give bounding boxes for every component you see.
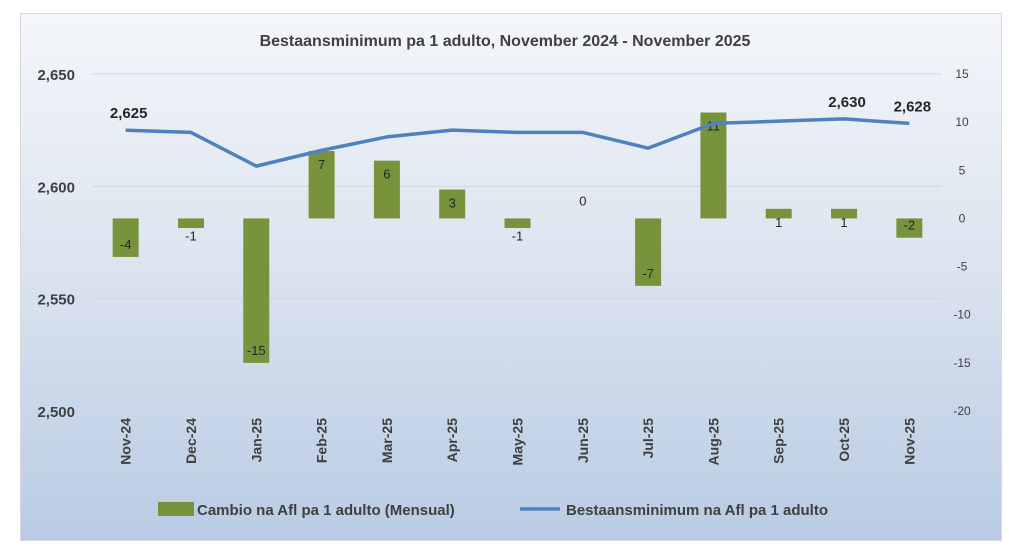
left-tick-label: 2,500 bbox=[37, 404, 75, 421]
x-tick-label: Jan-25 bbox=[248, 418, 264, 463]
x-tick-label: Apr-25 bbox=[444, 418, 460, 463]
x-tick-label: Feb-25 bbox=[314, 418, 330, 463]
bar-data-label: -4 bbox=[120, 237, 132, 252]
bar bbox=[700, 112, 727, 219]
bar bbox=[112, 218, 139, 257]
right-tick-label: 15 bbox=[955, 67, 969, 81]
bar-data-label: 7 bbox=[318, 157, 325, 172]
bar bbox=[373, 160, 400, 219]
bar-data-label: 1 bbox=[775, 215, 782, 230]
x-tick-label: Mar-25 bbox=[379, 418, 395, 463]
left-tick-label: 2,650 bbox=[37, 67, 75, 84]
bar bbox=[896, 218, 923, 238]
bar-data-label: -1 bbox=[185, 228, 197, 243]
bar bbox=[635, 218, 662, 286]
x-tick-label: Nov-25 bbox=[901, 418, 917, 465]
bar bbox=[243, 218, 270, 363]
right-tick-label: 5 bbox=[959, 163, 966, 177]
bar bbox=[177, 218, 204, 229]
chart-title: Bestaansminimum pa 1 adulto, November 20… bbox=[260, 33, 751, 50]
line-data-label: 2,628 bbox=[894, 98, 932, 115]
x-tick-label: Dec-24 bbox=[183, 418, 199, 464]
bar-data-label: -7 bbox=[642, 266, 654, 281]
bar-data-label: 1 bbox=[840, 215, 847, 230]
x-tick-label: Oct-25 bbox=[836, 418, 852, 462]
legend-bar-swatch bbox=[158, 502, 194, 516]
bar bbox=[831, 208, 858, 219]
legend-bar-label: Cambio na Afl pa 1 adulto (Mensual) bbox=[197, 502, 455, 519]
right-tick-label: -15 bbox=[953, 356, 971, 370]
x-tick-label: May-25 bbox=[510, 418, 526, 466]
bar-data-label: -15 bbox=[247, 343, 266, 358]
x-tick-label: Nov-24 bbox=[118, 418, 134, 465]
bar bbox=[308, 151, 335, 219]
right-tick-label: -10 bbox=[953, 308, 971, 322]
bar-data-label: 6 bbox=[383, 167, 390, 182]
x-tick-label: Sep-25 bbox=[771, 418, 787, 464]
series-line bbox=[125, 117, 910, 168]
right-tick-label: -5 bbox=[957, 260, 968, 274]
bar bbox=[504, 218, 531, 229]
chart-frame bbox=[20, 13, 1002, 541]
line-data-label: 2,625 bbox=[110, 105, 148, 122]
bar-data-label: 3 bbox=[449, 196, 456, 211]
right-tick-label: -20 bbox=[953, 404, 971, 418]
line-data-label: 2,630 bbox=[828, 94, 866, 111]
bar-data-label: -2 bbox=[904, 218, 916, 233]
left-tick-label: 2,550 bbox=[37, 292, 75, 309]
right-tick-label: 10 bbox=[955, 115, 969, 129]
x-tick-label: Jun-25 bbox=[575, 418, 591, 463]
bar-data-label: -1 bbox=[512, 228, 524, 243]
right-tick-label: 0 bbox=[959, 211, 966, 225]
x-tick-label: Aug-25 bbox=[705, 418, 721, 466]
x-tick-label: Jul-25 bbox=[640, 418, 656, 459]
legend-line-label: Bestaansminimum na Afl pa 1 adulto bbox=[566, 502, 828, 519]
left-tick-label: 2,600 bbox=[37, 179, 75, 196]
bar bbox=[439, 189, 466, 219]
bar-data-label: 0 bbox=[579, 193, 586, 208]
bar bbox=[765, 208, 792, 219]
